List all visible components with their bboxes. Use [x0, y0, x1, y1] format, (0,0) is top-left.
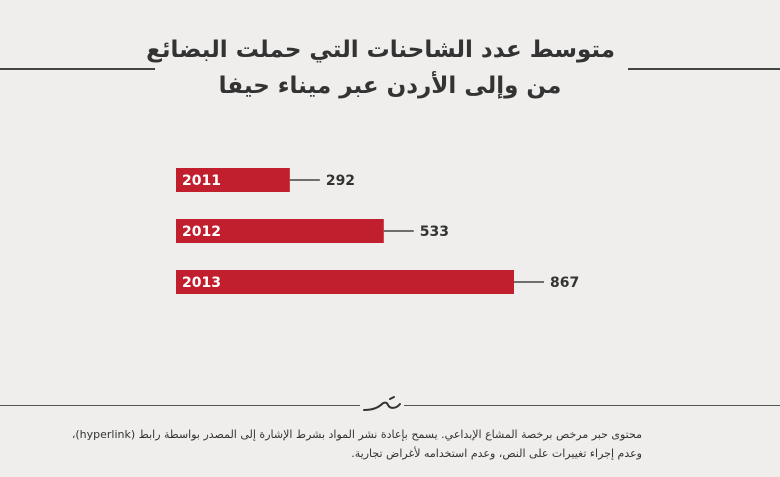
chart-title-line-2: من وإلى الأردن عبر ميناء حيفا: [218, 73, 562, 99]
bar-group-2011: 2011 292: [176, 168, 355, 192]
bar-category-label: 2011: [182, 173, 221, 189]
hibr-logo-icon: [360, 393, 404, 417]
bar-category-label: 2013: [182, 275, 221, 291]
license-line-1: محتوى حبر مرخص برخصة المشاع الإبداعي. يس…: [71, 428, 642, 441]
chart-title: متوسط عدد الشاحنات التي حملت البضائع من …: [146, 32, 615, 104]
bar-2011: [176, 168, 290, 192]
bar-group-2013: 2013 867: [176, 270, 579, 294]
chart-title-line-1: متوسط عدد الشاحنات التي حملت البضائع: [146, 37, 615, 63]
bar-value-label: 533: [420, 224, 449, 240]
license-text: محتوى حبر مرخص برخصة المشاع الإبداعي. يس…: [42, 425, 642, 463]
bar-value-label: 867: [550, 275, 579, 291]
bar-category-label: 2012: [182, 224, 221, 240]
bar-chart: 2011 292 2012 533 2013 867: [176, 168, 579, 294]
bar-2012: [176, 219, 384, 243]
title-rule-right: [628, 68, 780, 70]
bar-group-2012: 2012 533: [176, 219, 449, 243]
bar-value-label: 292: [326, 173, 355, 189]
license-line-2: وعدم إجراء تغييرات على النص، وعدم استخدا…: [351, 447, 642, 460]
title-area: متوسط عدد الشاحنات التي حملت البضائع من …: [0, 26, 780, 116]
title-rule-left: [0, 68, 155, 70]
bar-2013: [176, 270, 514, 294]
